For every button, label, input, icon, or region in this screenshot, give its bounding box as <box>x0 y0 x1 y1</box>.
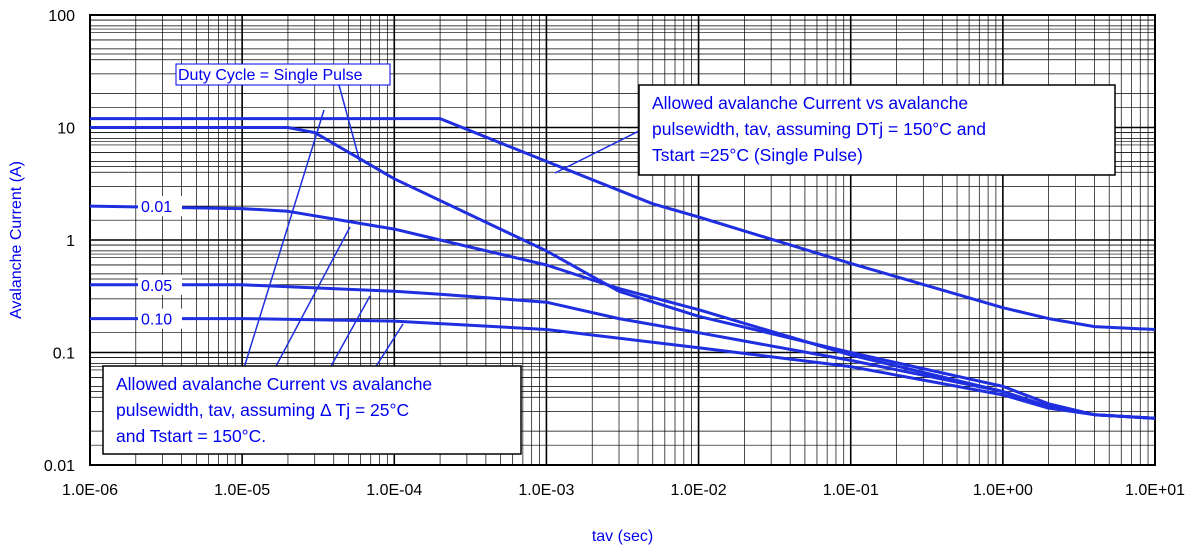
x-tick-label: 1.0E-03 <box>518 482 574 499</box>
series-line-2 <box>90 126 1156 420</box>
x-axis-title: tav (sec) <box>592 528 653 545</box>
leader-line <box>329 295 371 369</box>
repetitive-note-line-1: Allowed avalanche Current vs avalanche <box>116 374 432 394</box>
series-label-box <box>138 274 182 295</box>
x-tick-label: 1.0E-05 <box>214 482 270 499</box>
series-label: 0.10 <box>141 312 172 329</box>
leader-line <box>243 109 325 369</box>
y-axis-title: Avalanche Current (A) <box>8 161 25 319</box>
y-tick-label: 0.01 <box>44 458 75 475</box>
series-lines <box>89 117 1156 420</box>
single-pulse-note-line-1: Allowed avalanche Current vs avalanche <box>652 93 968 113</box>
duty-cycle-label-group: Duty Cycle = Single Pulse <box>175 63 391 86</box>
x-tick-label: 1.0E+01 <box>1125 482 1185 499</box>
y-tick-label: 10 <box>57 121 75 138</box>
annotation-leader-lines <box>243 73 640 369</box>
series-label-box <box>138 308 182 329</box>
series-line-1 <box>90 117 1156 331</box>
series-labels: 0.01 0.05 0.10 <box>138 196 182 329</box>
leader-line <box>554 130 640 174</box>
single-pulse-annotation-box <box>638 84 1116 176</box>
x-tick-label: 1.0E+00 <box>973 482 1033 499</box>
x-tick-label: 1.0E-02 <box>671 482 727 499</box>
duty-cycle-label: Duty Cycle = Single Pulse <box>178 67 363 84</box>
repetitive-pulse-annotation-box <box>102 365 522 455</box>
series-label-box <box>138 196 182 217</box>
single-pulse-note-line-2: pulsewidth, tav, assuming DTj = 150°C an… <box>652 119 986 139</box>
leader-line <box>274 226 351 369</box>
x-tick-label: 1.0E-06 <box>62 482 118 499</box>
series-line-5 <box>90 317 1156 420</box>
series-label: 0.05 <box>141 278 172 295</box>
y-tick-label: 1 <box>66 233 75 250</box>
single-pulse-note-line-3: Tstart =25°C (Single Pulse) <box>652 145 863 165</box>
series-label: 0.01 <box>141 199 172 216</box>
y-tick-label: 100 <box>48 8 75 25</box>
leader-line <box>374 323 404 369</box>
repetitive-note-line-3: and Tstart = 150°C. <box>116 426 266 446</box>
single-pulse-annotation: Allowed avalanche Current vs avalanche p… <box>638 84 1116 176</box>
x-tick-labels: 1.0E-06 1.0E-05 1.0E-04 1.0E-03 1.0E-02 1.0E-… <box>62 482 1185 499</box>
leader-line <box>335 73 361 163</box>
x-tick-label: 1.0E-04 <box>366 482 422 499</box>
y-tick-label: 0.1 <box>53 346 75 363</box>
x-tick-label: 1.0E-01 <box>823 482 879 499</box>
repetitive-pulse-annotation: Allowed avalanche Current vs avalanche p… <box>102 365 522 455</box>
duty-cycle-label-box <box>175 63 391 86</box>
repetitive-note-line-2: pulsewidth, tav, assuming Δ Tj = 25°C <box>116 400 409 420</box>
plot-frame <box>89 14 1156 466</box>
y-tick-labels: 0.01 0.1 1 10 100 <box>44 8 75 475</box>
